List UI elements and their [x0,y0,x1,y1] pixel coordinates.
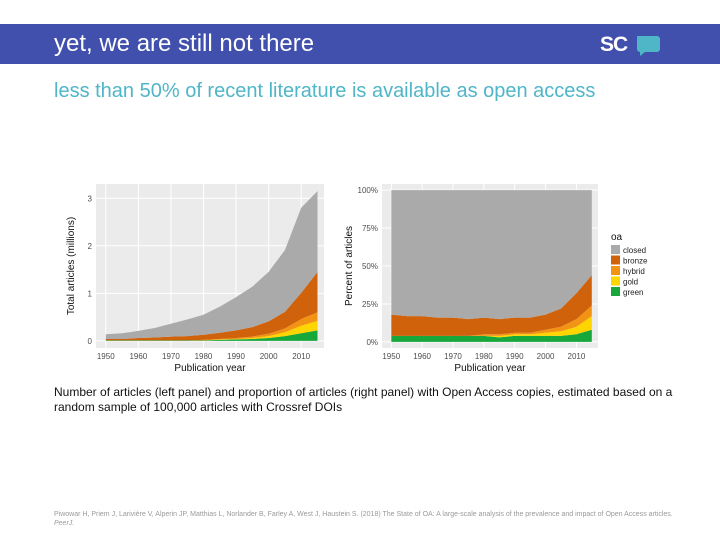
left-y-axis-title: Total articles (millions) [66,217,77,315]
right-x-tick-label: 1950 [382,352,400,361]
right-y-tick-label: 75% [362,224,378,233]
right-y-axis-title: Percent of articles [344,226,355,306]
left-x-axis-title: Publication year [174,363,246,372]
citation: Piwowar H, Priem J, Larivière V, Alperin… [54,510,674,528]
left-y-tick-label: 2 [88,242,93,251]
citation-text: Piwowar H, Priem J, Larivière V, Alperin… [54,511,673,518]
logo-text: SC [600,33,628,56]
left-area-bronze [105,271,318,341]
title-bar [0,24,720,64]
legend-label-bronze: bronze [623,257,648,266]
left-y-tick-label: 1 [88,289,93,298]
left-x-tick-label: 1970 [162,352,180,361]
right-area-closed [391,190,592,320]
right-y-tick-label: 0% [366,338,378,347]
right-area-green [391,329,592,342]
legend-label-gold: gold [623,278,638,287]
slide-title: yet, we are still not there [54,30,315,57]
left-x-tick-label: 2010 [292,352,310,361]
left-area-closed [105,191,318,339]
left-y-tick-label: 3 [88,194,93,203]
right-panel: 0% 25% 50% 75% 100% 1950 1960 1970 1980 1990 2000 2… [344,184,598,372]
legend-label-hybrid: hybrid [623,267,645,276]
figure-caption: Number of articles (left panel) and prop… [54,385,673,414]
speech-bubble-icon [637,36,660,56]
left-x-tick-label: 1990 [227,352,245,361]
right-area-bronze [391,275,592,336]
legend-swatch-hybrid [611,266,620,275]
legend-label-closed: closed [623,246,646,255]
left-x-tick-label: 1960 [129,352,147,361]
legend-title: oa [611,232,623,243]
left-area-green [105,330,318,341]
left-panel: 0 1 2 3 1950 1960 1970 1980 1990 2000 2010 Publicat… [66,184,324,372]
right-x-tick-label: 1980 [475,352,493,361]
right-x-tick-label: 1960 [413,352,431,361]
legend-swatch-closed [611,245,620,254]
right-x-tick-label: 2000 [537,352,555,361]
sc-logo: SC [600,33,664,58]
right-y-tick-label: 50% [362,262,378,271]
left-x-tick-label: 1950 [97,352,115,361]
right-x-axis-title: Publication year [454,363,526,372]
left-y-tick-label: 0 [88,337,93,346]
left-x-tick-label: 2000 [260,352,278,361]
citation-journal: PeerJ. [54,520,75,527]
right-y-tick-label: 25% [362,300,378,309]
right-x-tick-label: 2010 [568,352,586,361]
right-y-tick-label: 100% [358,186,378,195]
legend-swatch-green [611,287,620,296]
legend-swatch-gold [611,276,620,286]
right-x-tick-label: 1970 [444,352,462,361]
oa-figure: 0 1 2 3 1950 1960 1970 1980 1990 2000 2010 Publicat… [66,184,648,372]
left-x-tick-label: 1980 [195,352,213,361]
legend-label-green: green [623,288,643,297]
legend-swatch-bronze [611,255,620,265]
slide-subtitle: less than 50% of recent literature is av… [54,80,596,102]
right-x-tick-label: 1990 [506,352,524,361]
